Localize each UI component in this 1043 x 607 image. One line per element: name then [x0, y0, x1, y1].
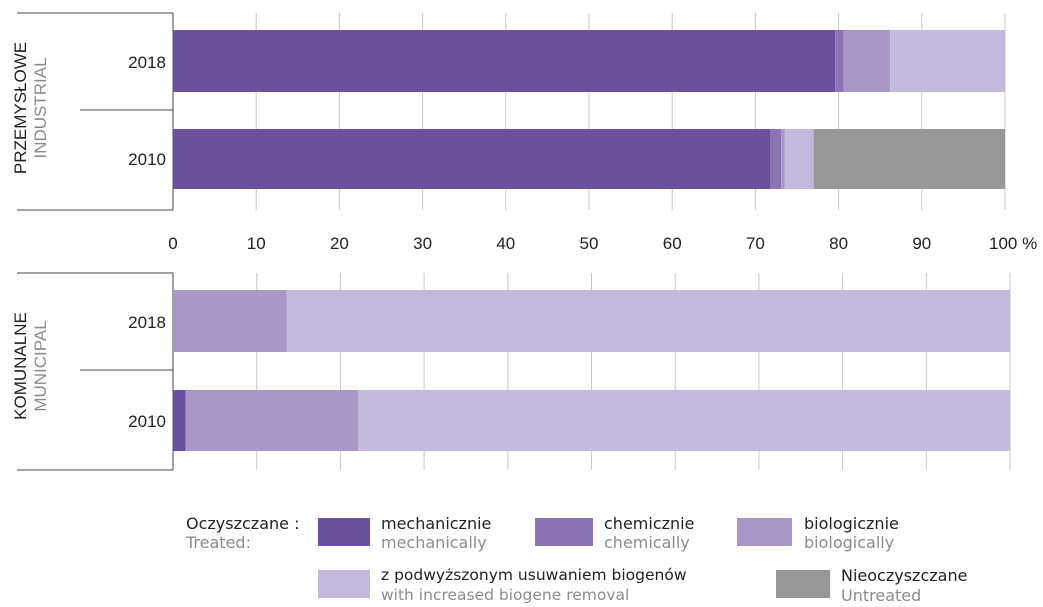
bars [173, 30, 1010, 451]
panel-municipal-title: KOMUNALNE [11, 312, 30, 420]
legend-swatch-biologicznie [737, 518, 792, 546]
panel-industrial-title-en: INDUSTRIAL [31, 57, 50, 158]
legend-swatch-z-podwyzszonym [318, 570, 370, 598]
bar-segment-z_podwyzszonym-2010 [357, 390, 1010, 451]
bar-segment-nieoczyszczane-2010 [813, 129, 1005, 189]
bar-segment-z_podwyzszonym-2018 [890, 30, 1005, 92]
bar-segment-z_podwyzszonym-2010 [784, 129, 814, 189]
bar-segment-chemicznie-2018 [835, 30, 844, 92]
legend-label-en-z-podwyzszonym: with increased biogene removal [381, 586, 630, 604]
x-tick-label: 0 [168, 234, 177, 253]
legend-label-nieoczyszczane: Nieoczyszczane [841, 566, 968, 585]
legend-label-en-chemicznie: chemically [604, 533, 690, 552]
bar-segment-biologicznie-2018 [173, 290, 287, 352]
legend-label-en-biologicznie: biologically [804, 533, 895, 552]
legend-swatch-mechanicznie [318, 518, 370, 546]
legend-title: Oczyszczane : [186, 514, 300, 533]
x-tick-label: 100 % [989, 234, 1037, 253]
legend-label-en-nieoczyszczane: Untreated [841, 586, 922, 605]
x-tick-label: 50 [580, 234, 599, 253]
x-tick-label: 40 [496, 234, 515, 253]
x-tick-label: 60 [663, 234, 682, 253]
category-label-2018: 2018 [128, 53, 166, 72]
legend-label-en-mechanicznie: mechanically [381, 533, 487, 552]
category-label-2010: 2010 [128, 412, 166, 431]
x-tick-label: 10 [247, 234, 266, 253]
legend-swatch-chemicznie [535, 518, 593, 546]
x-tick-label: 30 [413, 234, 432, 253]
panel-municipal-title-en: MUNICIPAL [31, 320, 50, 411]
bar-segment-mechanicznie-2010 [173, 129, 771, 189]
bar-segment-chemicznie-2010 [770, 129, 782, 189]
legend-swatch-nieoczyszczane [776, 570, 830, 598]
bar-segment-z_podwyzszonym-2018 [286, 290, 1010, 352]
x-tick-label: 20 [330, 234, 349, 253]
bar-segment-biologicznie-2010 [781, 129, 785, 189]
x-tick-label: 70 [746, 234, 765, 253]
legend-label-chemicznie: chemicznie [604, 514, 695, 533]
bar-segment-biologicznie-2018 [843, 30, 891, 92]
bar-segment-biologicznie-2010 [185, 390, 358, 451]
legend-label-mechanicznie: mechanicznie [381, 514, 492, 533]
x-tick-label: 90 [912, 234, 931, 253]
legend-label-biologicznie: biologicznie [804, 514, 899, 533]
legend-title-en: Treated: [186, 533, 251, 552]
bar-segment-mechanicznie-2010 [173, 390, 186, 451]
bar-segment-mechanicznie-2018 [173, 30, 836, 92]
panel-industrial-title: PRZEMYSŁOWE [11, 42, 30, 174]
category-label-2018: 2018 [128, 313, 166, 332]
legend-label-z-podwyzszonym: z podwyższonym usuwaniem biogenów [381, 566, 687, 584]
labels: PRZEMYSŁOWE INDUSTRIAL KOMUNALNE MUNICIP… [11, 42, 1037, 431]
category-label-2010: 2010 [128, 150, 166, 169]
x-tick-label: 80 [829, 234, 848, 253]
